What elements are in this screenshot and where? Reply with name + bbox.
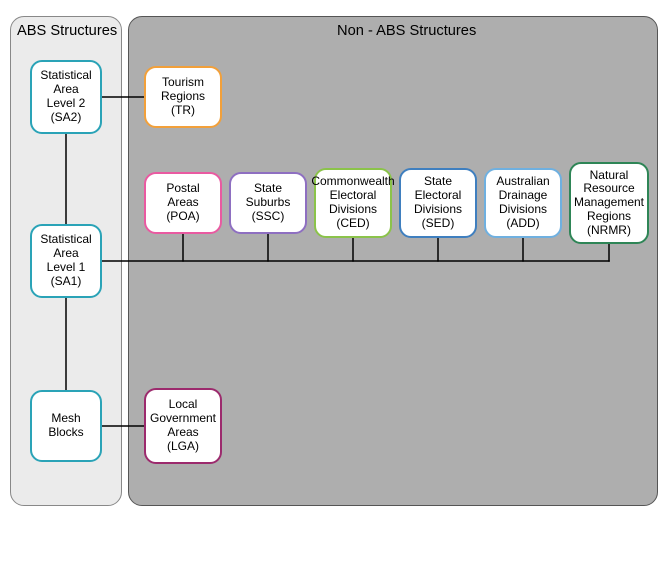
node-ssc: State Suburbs (SSC) xyxy=(229,172,307,234)
node-lga: Local Government Areas (LGA) xyxy=(144,388,222,464)
node-poa: Postal Areas (POA) xyxy=(144,172,222,234)
node-sa2-label: Statistical Area Level 2 (SA2) xyxy=(40,69,91,124)
node-tr: Tourism Regions (TR) xyxy=(144,66,222,128)
node-poa-label: Postal Areas (POA) xyxy=(166,182,199,223)
node-sa1: Statistical Area Level 1 (SA1) xyxy=(30,224,102,298)
node-ssc-label: State Suburbs (SSC) xyxy=(246,182,291,223)
node-tr-label: Tourism Regions (TR) xyxy=(161,76,205,117)
node-sed-label: State Electoral Divisions (SED) xyxy=(414,175,462,230)
node-mesh-label: Mesh Blocks xyxy=(48,412,83,440)
diagram-root: ABS Structures Non - ABS Structures Stat… xyxy=(0,0,670,580)
panel-nonabs-title: Non - ABS Structures xyxy=(337,23,476,39)
node-ced-label: Commonwealth Electoral Divisions (CED) xyxy=(311,175,394,230)
node-lga-label: Local Government Areas (LGA) xyxy=(150,398,216,453)
node-add: Australian Drainage Divisions (ADD) xyxy=(484,168,562,238)
node-ced: Commonwealth Electoral Divisions (CED) xyxy=(314,168,392,238)
node-nrmr: Natural Resource Management Regions (NRM… xyxy=(569,162,649,244)
node-sed: State Electoral Divisions (SED) xyxy=(399,168,477,238)
panel-abs-title: ABS Structures xyxy=(17,23,117,39)
node-nrmr-label: Natural Resource Management Regions (NRM… xyxy=(574,169,644,238)
node-sa2: Statistical Area Level 2 (SA2) xyxy=(30,60,102,134)
node-mesh: Mesh Blocks xyxy=(30,390,102,462)
node-sa1-label: Statistical Area Level 1 (SA1) xyxy=(40,233,91,288)
node-add-label: Australian Drainage Divisions (ADD) xyxy=(496,175,549,230)
